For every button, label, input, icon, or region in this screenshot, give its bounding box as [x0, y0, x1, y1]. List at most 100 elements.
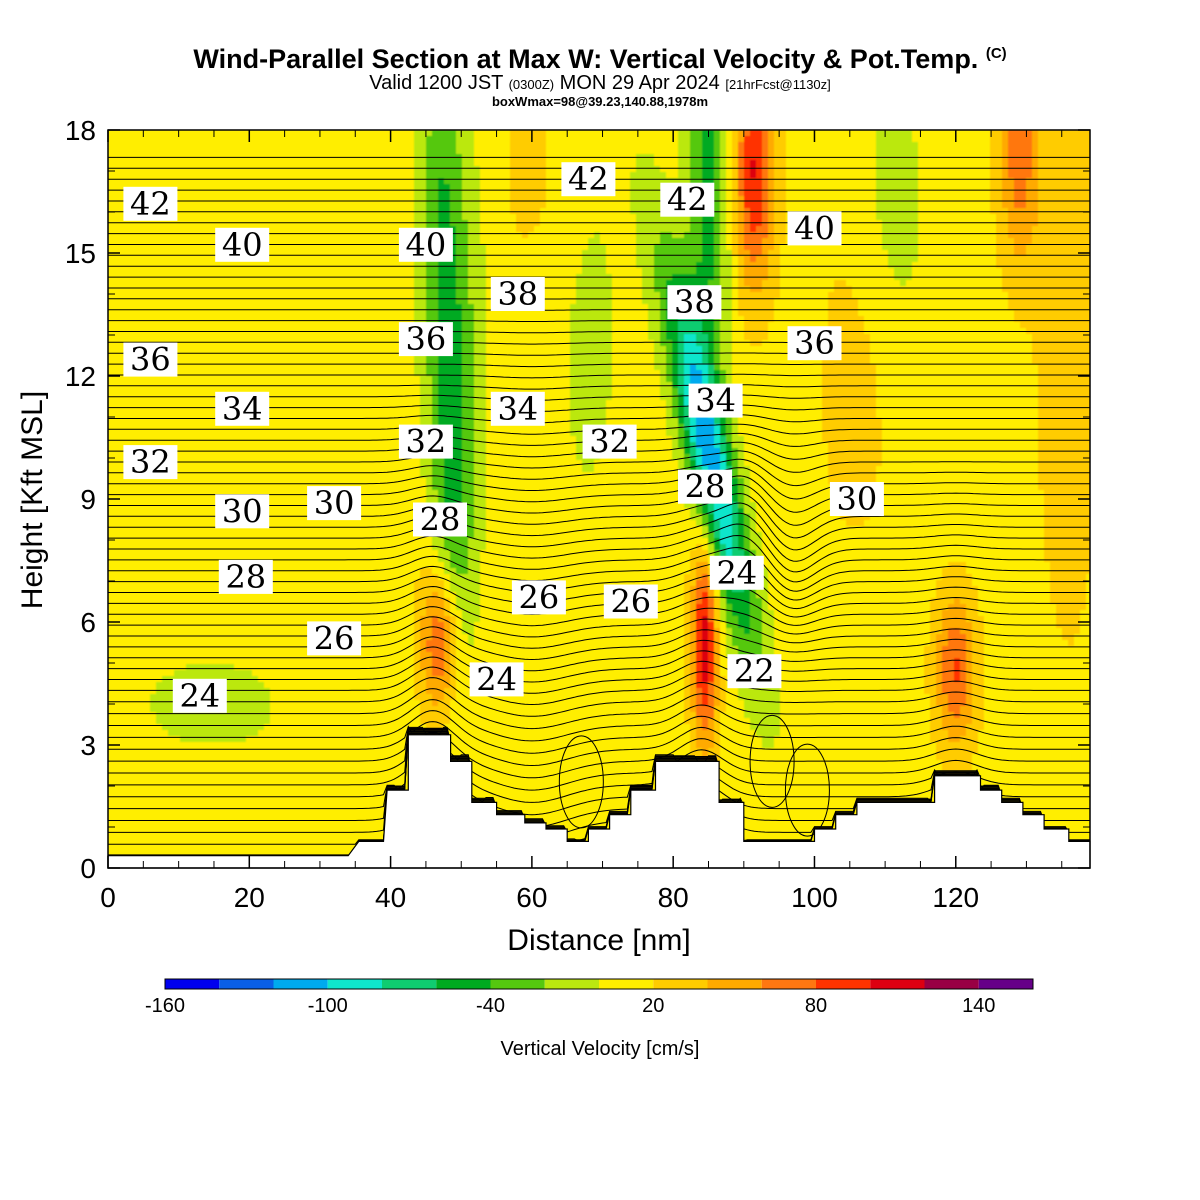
- velocity-cell: [216, 142, 223, 149]
- velocity-cell: [132, 844, 139, 851]
- velocity-cell: [234, 526, 241, 533]
- velocity-cell: [324, 754, 331, 761]
- velocity-cell: [132, 718, 139, 725]
- velocity-cell: [258, 484, 265, 491]
- velocity-cell: [204, 304, 211, 311]
- velocity-cell: [192, 742, 199, 749]
- velocity-cell: [252, 526, 259, 533]
- velocity-cell: [216, 430, 223, 437]
- velocity-cell: [144, 520, 151, 527]
- velocity-cell: [252, 454, 259, 461]
- velocity-cell: [174, 820, 181, 827]
- velocity-cell: [222, 484, 229, 491]
- velocity-cell: [210, 388, 217, 395]
- velocity-cell: [138, 238, 145, 245]
- velocity-cell: [318, 304, 325, 311]
- velocity-cell: [186, 418, 193, 425]
- velocity-cell: [246, 370, 253, 377]
- velocity-cell: [336, 568, 343, 575]
- velocity-cell: [114, 262, 121, 269]
- velocity-cell: [108, 442, 115, 449]
- velocity-cell: [282, 568, 289, 575]
- velocity-cell: [210, 832, 217, 839]
- velocity-cell: [252, 748, 259, 755]
- velocity-cell: [210, 460, 217, 467]
- velocity-cell: [240, 784, 247, 791]
- velocity-cell: [246, 598, 253, 605]
- velocity-cell: [276, 598, 283, 605]
- velocity-cell: [174, 550, 181, 557]
- valid-date: MON 29 Apr 2024: [560, 72, 720, 94]
- velocity-cell: [180, 442, 187, 449]
- velocity-cell: [162, 148, 169, 155]
- velocity-cell: [192, 664, 199, 671]
- velocity-cell: [300, 580, 307, 587]
- velocity-cell: [240, 790, 247, 797]
- velocity-cell: [306, 604, 313, 611]
- velocity-cell: [222, 754, 229, 761]
- velocity-cell: [246, 772, 253, 779]
- velocity-cell: [168, 586, 175, 593]
- velocity-cell: [216, 772, 223, 779]
- velocity-cell: [312, 730, 319, 737]
- velocity-cell: [144, 616, 151, 623]
- velocity-cell: [342, 808, 349, 815]
- velocity-cell: [162, 790, 169, 797]
- velocity-cell: [204, 406, 211, 413]
- velocity-cell: [312, 838, 319, 845]
- velocity-cell: [312, 808, 319, 815]
- velocity-cell: [264, 340, 271, 347]
- velocity-cell: [312, 178, 319, 185]
- velocity-cell: [162, 526, 169, 533]
- velocity-cell: [150, 802, 157, 809]
- velocity-cell: [120, 478, 127, 485]
- velocity-cell: [180, 574, 187, 581]
- velocity-cell: [108, 628, 115, 635]
- velocity-cell: [312, 442, 319, 449]
- velocity-cell: [174, 310, 181, 317]
- velocity-cell: [258, 184, 265, 191]
- velocity-cell: [300, 424, 307, 431]
- velocity-cell: [216, 184, 223, 191]
- velocity-cell: [312, 244, 319, 251]
- velocity-cell: [336, 286, 343, 293]
- velocity-cell: [282, 826, 289, 833]
- velocity-cell: [282, 352, 289, 359]
- velocity-cell: [342, 346, 349, 353]
- velocity-cell: [222, 268, 229, 275]
- velocity-cell: [240, 184, 247, 191]
- velocity-cell: [186, 286, 193, 293]
- velocity-cell: [318, 844, 325, 851]
- velocity-cell: [282, 442, 289, 449]
- velocity-cell: [300, 232, 307, 239]
- velocity-cell: [108, 532, 115, 539]
- velocity-cell: [180, 214, 187, 221]
- velocity-cell: [306, 538, 313, 545]
- velocity-cell: [246, 838, 253, 845]
- velocity-cell: [114, 634, 121, 641]
- velocity-cell: [282, 508, 289, 515]
- velocity-cell: [348, 304, 355, 311]
- velocity-cell: [168, 538, 175, 545]
- velocity-cell: [204, 472, 211, 479]
- velocity-cell: [294, 550, 301, 557]
- velocity-cell: [246, 376, 253, 383]
- velocity-cell: [108, 352, 115, 359]
- velocity-cell: [198, 748, 205, 755]
- velocity-cell: [228, 658, 235, 665]
- velocity-cell: [174, 424, 181, 431]
- velocity-cell: [312, 748, 319, 755]
- velocity-cell: [294, 250, 301, 257]
- velocity-cell: [264, 748, 271, 755]
- velocity-cell: [186, 736, 193, 743]
- velocity-cell: [330, 826, 337, 833]
- velocity-cell: [312, 412, 319, 419]
- velocity-cell: [294, 838, 301, 845]
- velocity-cell: [168, 430, 175, 437]
- velocity-cell: [252, 544, 259, 551]
- velocity-cell: [306, 724, 313, 731]
- velocity-cell: [264, 556, 271, 563]
- velocity-cell: [138, 802, 145, 809]
- velocity-cell: [306, 778, 313, 785]
- velocity-cell: [126, 592, 133, 599]
